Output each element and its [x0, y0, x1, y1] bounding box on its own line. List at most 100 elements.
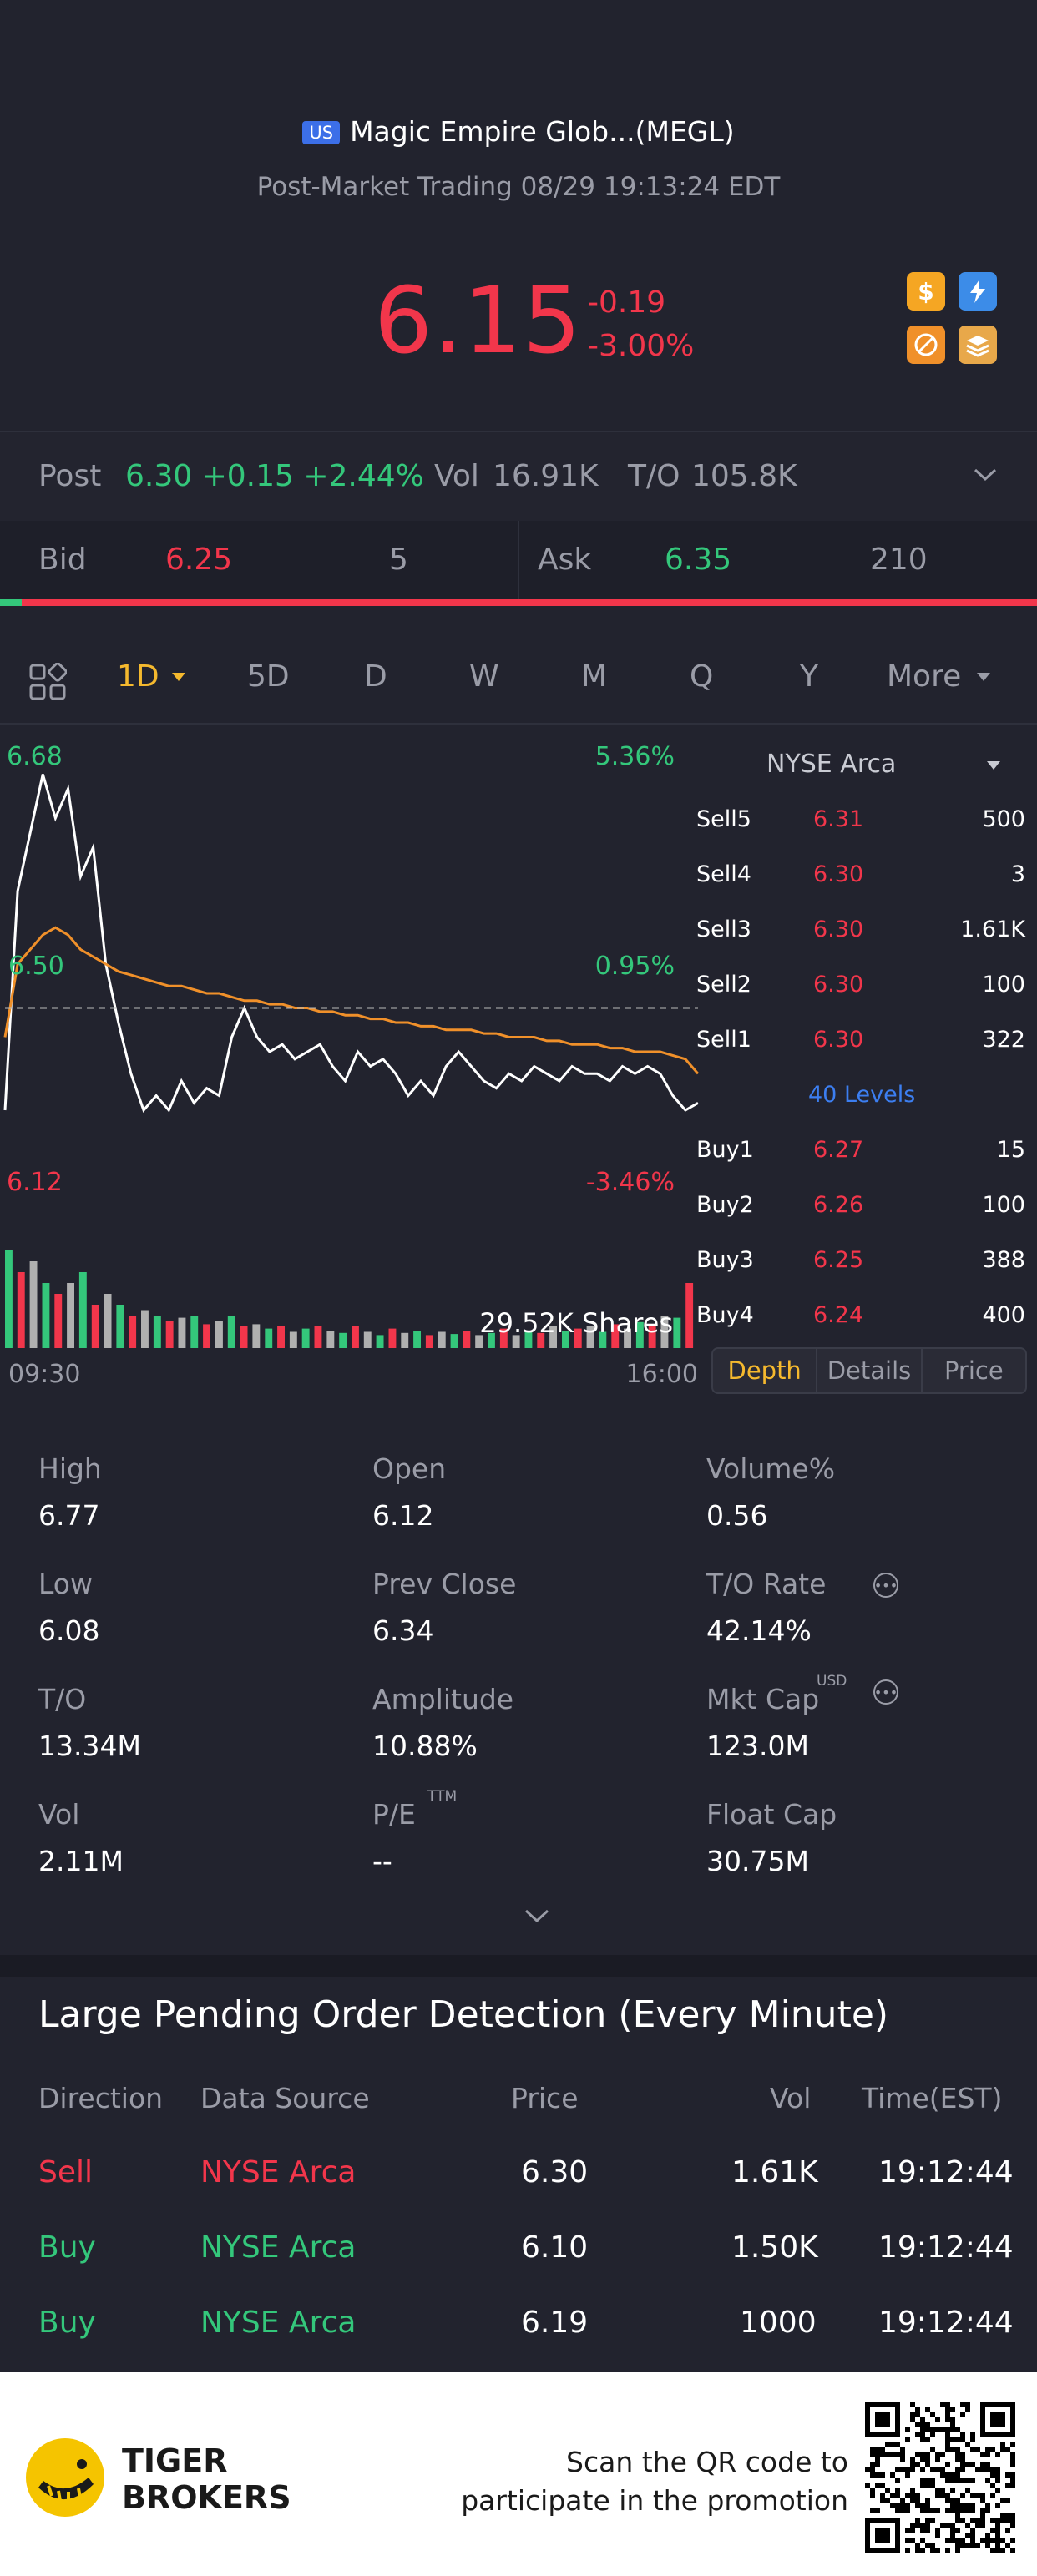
orderbook-row: Buy3 6.25 388 — [696, 1247, 1025, 1273]
volume-bar — [78, 1272, 87, 1348]
stat-mktcap: 123.0M — [706, 1730, 809, 1762]
volume-bar — [178, 1317, 186, 1348]
lpo-header-direction: Direction — [38, 2082, 164, 2114]
pct-bottom-label: -3.46% — [586, 1168, 675, 1197]
volume-bar — [215, 1321, 223, 1348]
volume-bar — [227, 1316, 235, 1348]
volume-bar — [339, 1332, 347, 1348]
volume-bar — [67, 1283, 74, 1348]
volume-bar — [277, 1326, 285, 1348]
tab-w[interactable]: W — [469, 659, 499, 694]
volume-bar — [611, 1324, 620, 1348]
volume-bar — [524, 1331, 533, 1348]
divider — [518, 521, 519, 603]
stat-open-label: Open — [372, 1452, 447, 1485]
avg-price-line — [3, 926, 700, 1075]
tab-d[interactable]: D — [364, 659, 387, 694]
lpo-header-price: Price — [511, 2082, 579, 2114]
qr-code — [865, 2402, 1015, 2553]
lightning-icon[interactable] — [959, 272, 997, 311]
volume-bar — [438, 1331, 446, 1348]
lpo-title: Large Pending Order Detection (Every Min… — [38, 1993, 889, 2036]
info-icon[interactable]: ••• — [873, 1679, 898, 1705]
post-vol-label: Vol — [434, 459, 479, 493]
volume-bar — [512, 1335, 520, 1348]
exchange-selector[interactable]: NYSE Arca — [766, 750, 897, 779]
chevron-down-icon[interactable] — [972, 466, 999, 484]
volume-bar — [648, 1326, 656, 1348]
volume-bar — [326, 1331, 335, 1348]
x-end-label: 16:00 — [626, 1360, 698, 1389]
volume-bar — [376, 1335, 384, 1348]
volume-bar — [401, 1332, 409, 1348]
volume-bar — [673, 1317, 681, 1348]
volume-label: 29.52K Shares — [479, 1307, 673, 1339]
volume-bar — [129, 1316, 137, 1348]
grid-icon[interactable] — [28, 663, 67, 701]
ask-label: Ask — [538, 543, 592, 577]
price-change: -0.19 — [588, 285, 666, 320]
orderbook-tabs: Depth Details Price — [711, 1347, 1027, 1394]
pe-ttm: TTM — [427, 1788, 458, 1805]
volume-bar — [624, 1328, 631, 1348]
caret-down-icon — [977, 673, 990, 681]
tab-y[interactable]: Y — [800, 659, 818, 694]
bid-ask-ratio-bar — [0, 599, 1037, 606]
stat-amp: 10.88% — [372, 1730, 478, 1762]
volume-bar — [116, 1305, 124, 1348]
stack-icon[interactable] — [959, 326, 997, 364]
y-mid-label: 6.50 — [8, 952, 64, 981]
tab-price[interactable]: Price — [920, 1349, 1025, 1392]
intraday-chart[interactable]: 6.68 6.50 6.12 5.36% 0.95% -3.46% 29.52K… — [0, 735, 701, 1394]
section-divider — [0, 1955, 1037, 1977]
caret-down-icon[interactable] — [985, 760, 1002, 771]
mktcap-currency: USD — [817, 1673, 847, 1690]
caret-down-icon — [172, 673, 185, 681]
post-value: 6.30 +0.15 +2.44% — [125, 459, 424, 493]
lpo-header-source: Data Source — [200, 2082, 370, 2114]
volume-bar — [141, 1310, 149, 1348]
orderbook-row: Buy4 6.24 400 — [696, 1302, 1025, 1328]
dollar-icon[interactable]: $ — [907, 272, 945, 311]
market-badge: US — [302, 121, 341, 144]
tab-m[interactable]: M — [581, 659, 608, 694]
pct-mid-label: 0.95% — [595, 952, 675, 981]
volume-bar — [450, 1334, 458, 1348]
tab-5d[interactable]: 5D — [247, 659, 290, 694]
orderbook-row: Buy2 6.26 100 — [696, 1192, 1025, 1218]
pct-top-label: 5.36% — [595, 742, 675, 771]
tab-1d[interactable]: 1D — [117, 659, 159, 694]
post-to: 105.8K — [691, 459, 797, 493]
volume-bar — [599, 1331, 607, 1348]
y-min-label: 6.12 — [7, 1168, 63, 1197]
stock-title[interactable]: US Magic Empire Glob...(MEGL) — [0, 115, 1037, 148]
tab-q[interactable]: Q — [690, 659, 714, 694]
volume-bar — [352, 1326, 359, 1348]
brand-line-2: BROKERS — [122, 2479, 291, 2516]
period-tabs: 1D 5D D W M Q Y More — [0, 634, 1037, 723]
volume-bar — [537, 1332, 545, 1348]
x-start-label: 09:30 — [8, 1360, 80, 1389]
volume-bar — [91, 1305, 99, 1348]
volume-bar — [42, 1283, 50, 1348]
tab-more[interactable]: More — [887, 659, 962, 694]
no-short-icon[interactable] — [907, 326, 945, 364]
stat-prev-label: Prev Close — [372, 1568, 517, 1600]
stat-low-label: Low — [38, 1568, 93, 1600]
stat-to-label: T/O — [38, 1683, 87, 1715]
orderbook-row: Sell3 6.30 1.61K — [696, 917, 1025, 942]
volume-bar — [17, 1272, 25, 1348]
info-icon[interactable]: ••• — [873, 1573, 898, 1598]
trading-status: Post-Market Trading 08/29 19:13:24 EDT — [256, 172, 781, 202]
volume-bar — [635, 1321, 644, 1348]
tiger-logo-icon — [26, 2438, 104, 2517]
levels-link[interactable]: 40 Levels — [808, 1082, 916, 1108]
volume-bar — [660, 1316, 669, 1348]
promo-line-2: participate in the promotion — [461, 2484, 848, 2517]
expand-chevron-icon[interactable] — [523, 1907, 551, 1925]
volume-bar — [413, 1331, 421, 1348]
tab-details[interactable]: Details — [816, 1349, 920, 1392]
tab-depth[interactable]: Depth — [727, 1356, 802, 1385]
post-market-row[interactable]: Post 6.30 +0.15 +2.44% Vol 16.91K T/O 10… — [0, 432, 1037, 521]
stat-torate-label: T/O Rate — [706, 1568, 827, 1600]
